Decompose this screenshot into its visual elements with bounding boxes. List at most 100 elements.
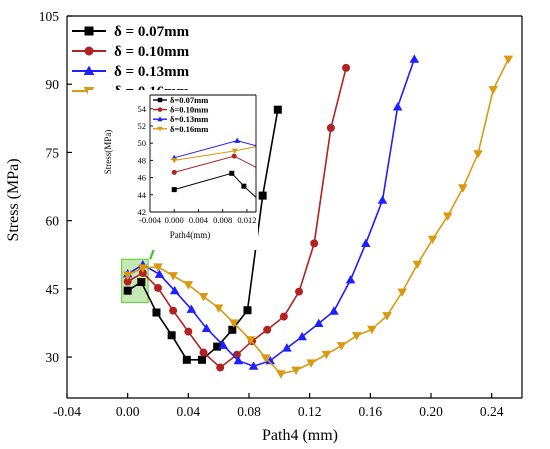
data-point: [213, 342, 222, 351]
data-point: [123, 277, 132, 286]
legend-marker: [84, 26, 94, 36]
data-point: [382, 312, 392, 321]
data-point: [232, 350, 241, 359]
data-point: [336, 342, 347, 351]
data-point: [503, 55, 514, 65]
data-point: [310, 239, 319, 248]
data-point: [392, 102, 403, 111]
data-point: [297, 331, 307, 341]
data-point: [245, 336, 256, 345]
data-point: [213, 304, 224, 313]
data-point: [321, 350, 332, 360]
data-point: [260, 354, 271, 363]
plot-area: [122, 54, 514, 379]
x-tick-label: 0.20: [419, 404, 443, 419]
data-point: [198, 292, 209, 302]
data-point: [201, 323, 212, 333]
series-line: [127, 58, 510, 375]
data-point: [306, 359, 316, 368]
data-point: [409, 54, 420, 63]
data-point: [295, 287, 304, 296]
data-point: [342, 63, 351, 72]
legend-marker: [157, 107, 163, 112]
y-tick-label: 90: [46, 77, 60, 92]
y-tick-label: 52: [138, 121, 147, 131]
data-point: [263, 325, 272, 334]
data-point: [167, 331, 176, 340]
x-tick-label: 0.04: [177, 404, 201, 419]
data-point: [458, 184, 468, 193]
y-tick-label: 45: [46, 282, 60, 297]
x-tick-label: -0.04: [53, 404, 81, 419]
data-point: [360, 238, 371, 247]
data-point: [345, 274, 356, 284]
plot-area: [171, 137, 256, 198]
x-tick-label: 0.08: [237, 404, 261, 419]
data-point: [427, 235, 438, 245]
data-point: [169, 285, 180, 295]
data-point: [282, 343, 292, 352]
legend-label: δ=0.16mm: [170, 124, 208, 134]
x-tick-label: -0.004: [139, 215, 162, 225]
y-tick-label: 75: [46, 145, 60, 160]
data-point: [154, 269, 165, 278]
y-tick-label: 60: [46, 214, 60, 229]
legend-marker: [157, 126, 163, 132]
data-point: [138, 264, 148, 273]
data-point: [171, 187, 177, 193]
data-point: [218, 340, 229, 349]
x-tick-label: 0.16: [359, 404, 383, 419]
data-point: [168, 272, 178, 281]
x-tick-label: 0.00: [116, 404, 140, 419]
main-chart: -0.04 0.00 0.04 0.08 0.12 0.16 0.20 0.24 30 45 60 7…: [5, 9, 523, 444]
legend-label: δ = 0.07mm: [114, 24, 190, 40]
legend-marker: [83, 65, 95, 76]
data-point: [153, 263, 163, 272]
data-point: [234, 137, 241, 143]
data-point: [197, 355, 206, 364]
x-tick-label: 0.24: [480, 404, 504, 419]
data-point: [182, 355, 191, 364]
data-point: [138, 268, 147, 277]
inset-background: [88, 90, 258, 250]
y-tick-label: 48: [138, 155, 147, 165]
y-tick-label: 54: [138, 104, 147, 114]
data-point: [231, 148, 238, 154]
legend-label: δ=0.13mm: [170, 114, 208, 124]
data-point: [442, 212, 453, 221]
data-point: [412, 260, 423, 270]
data-point: [258, 191, 267, 200]
data-point: [276, 370, 286, 379]
data-point: [186, 304, 197, 313]
inset-chart: -0.004 0.000 0.004 0.008 0.012 42 44 46 48 50 52 54…: [88, 90, 258, 250]
data-point: [183, 281, 194, 290]
legend-label: δ=0.07mm: [170, 95, 208, 105]
x-axis-label: Path4(mm): [170, 230, 211, 240]
data-point: [329, 306, 339, 315]
data-point: [123, 286, 132, 295]
y-axis-label: Stress(MPa): [103, 130, 113, 175]
x-tick-label: 0.008: [213, 215, 232, 225]
data-point: [265, 355, 276, 365]
y-tick-label: 44: [138, 190, 147, 200]
legend-label: δ = 0.10mm: [114, 44, 190, 60]
data-point: [377, 195, 388, 204]
legend-marker: [157, 116, 163, 122]
x-tick-label: 0.012: [237, 215, 256, 225]
y-tick-label: 46: [138, 173, 147, 183]
data-point: [273, 105, 282, 114]
series-line: [174, 172, 256, 198]
data-point: [351, 332, 362, 341]
y-tick-label: 50: [138, 138, 147, 148]
x-tick-label: 0.000: [165, 215, 184, 225]
data-point: [291, 366, 301, 376]
y-tick-label: 42: [138, 207, 147, 217]
data-point: [152, 308, 161, 317]
data-point: [397, 288, 407, 297]
x-axis-label: Path4 (mm): [262, 427, 338, 444]
data-point: [199, 348, 208, 357]
legend-marker: [84, 46, 94, 56]
x-tick-label: 0.004: [189, 215, 209, 225]
data-point: [248, 361, 259, 370]
data-point: [313, 318, 324, 328]
